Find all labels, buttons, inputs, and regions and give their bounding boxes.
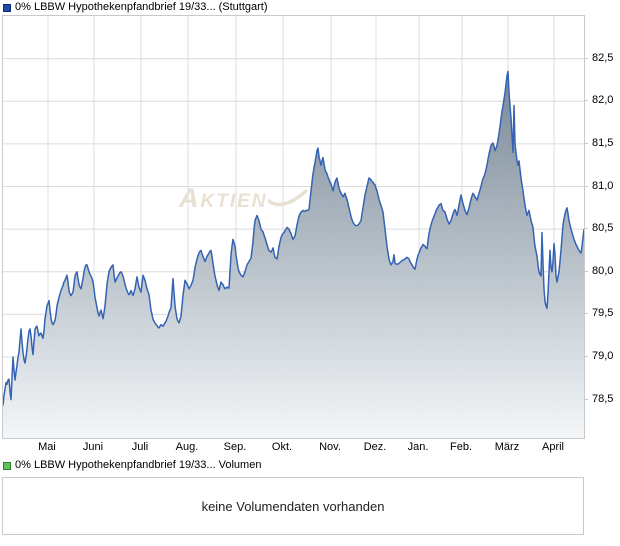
x-axis-label: Jan. [407,441,429,453]
y-axis-tick [584,356,588,357]
y-axis-label: 81,0 [592,179,614,192]
x-axis-label: März [494,441,520,453]
x-axis-label: Aug. [175,441,199,453]
y-axis-label: 80,0 [592,264,614,277]
time-x-axis: Mai Juni Juli Aug. Sep. Okt. Nov. Dez. Jan. Feb. M… [2,438,584,456]
x-axis-label: Juni [82,441,104,453]
price-area-chart [3,16,584,438]
price-series-legend: 0% LBBW Hypothekenpfandbrief 19/33... (S… [3,1,268,14]
price-y-axis: 82,5 82,0 81,5 81,0 80,5 80,0 79,5 79,0 78,5 [584,0,620,437]
price-series-label: 0% LBBW Hypothekenpfandbrief 19/33... (S… [15,1,268,13]
x-axis-label: Okt. [271,441,293,453]
x-axis-label: Juli [131,441,149,453]
y-axis-label: 80,5 [592,222,614,235]
volume-series-label: 0% LBBW Hypothekenpfandbrief 19/33... Vo… [15,459,262,471]
x-axis-label: April [541,441,564,453]
volume-series-legend: 0% LBBW Hypothekenpfandbrief 19/33... Vo… [3,459,261,472]
y-axis-label: 79,5 [592,307,614,320]
y-axis-tick [584,185,588,187]
x-axis-label: Feb. [449,441,472,453]
y-axis-tick [584,100,588,102]
y-axis-label: 82,0 [592,94,614,107]
y-axis-tick [584,313,588,315]
volume-panel: keine Volumendaten vorhanden [2,477,584,535]
y-axis-tick [584,270,588,272]
y-axis-tick [584,228,588,230]
y-axis-tick [584,142,588,144]
x-axis-label: Mai [38,441,56,453]
no-volume-data-message: keine Volumendaten vorhanden [201,498,385,514]
y-axis-label: 79,0 [592,350,614,362]
x-axis-label: Sep. [223,441,247,453]
y-axis-tick [584,57,588,59]
volume-series-swatch-icon [3,461,11,470]
x-axis-label: Dez. [363,441,387,453]
y-axis-label: 78,5 [592,392,614,405]
y-axis-label: 82,5 [592,51,614,64]
y-axis-label: 81,5 [592,136,614,149]
y-axis-tick [584,398,588,400]
x-axis-label: Nov. [319,441,341,453]
price-series-swatch-icon [3,3,11,12]
price-plot-area: Aktien [2,15,585,439]
